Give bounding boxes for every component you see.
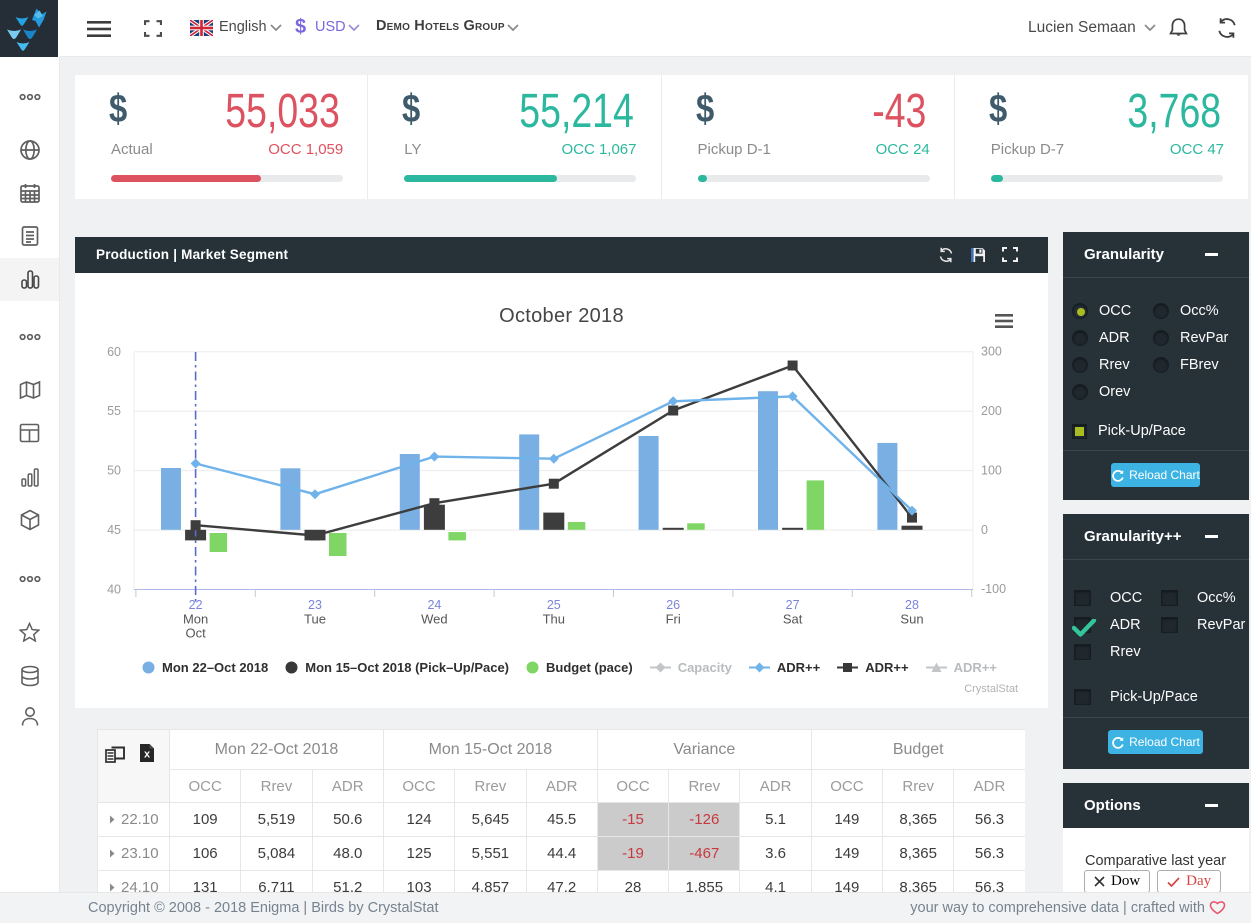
svg-text:x: x (144, 749, 151, 761)
svg-text:100: 100 (981, 463, 1002, 477)
svg-text:Sat: Sat (783, 612, 803, 627)
svg-text:Oct: Oct (185, 626, 206, 641)
svg-text:22: 22 (189, 598, 203, 612)
svg-text:40: 40 (107, 583, 121, 597)
svg-text:Wed: Wed (421, 612, 448, 627)
svg-text:45: 45 (107, 523, 121, 537)
svg-text:Fri: Fri (666, 612, 681, 627)
svg-text:200: 200 (981, 404, 1002, 418)
svg-text:28: 28 (905, 598, 919, 612)
svg-text:-100: -100 (981, 582, 1006, 596)
svg-text:23: 23 (308, 598, 322, 612)
svg-text:300: 300 (981, 345, 1002, 359)
svg-text:24: 24 (427, 598, 441, 612)
svg-text:0: 0 (981, 523, 988, 537)
svg-text:60: 60 (107, 345, 121, 359)
svg-text:Sun: Sun (900, 612, 923, 627)
svg-text:26: 26 (666, 598, 680, 612)
svg-text:Thu: Thu (543, 612, 565, 627)
svg-text:27: 27 (786, 598, 800, 612)
svg-text:25: 25 (547, 598, 561, 612)
svg-text:50: 50 (107, 464, 121, 478)
svg-text:Mon: Mon (183, 612, 208, 627)
svg-text:55: 55 (107, 404, 121, 418)
svg-text:Tue: Tue (304, 612, 326, 627)
